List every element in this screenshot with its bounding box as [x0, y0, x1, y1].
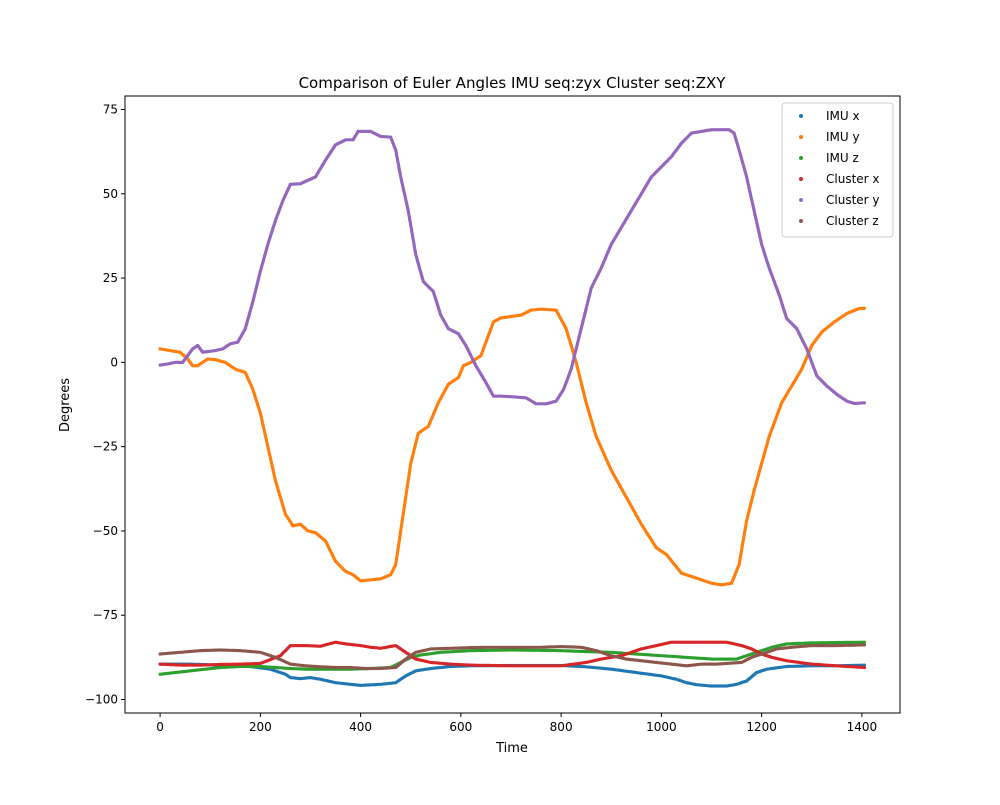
y-tick-label: −75: [93, 608, 118, 622]
x-tick-label: 1400: [847, 720, 878, 734]
legend: IMU x IMU y IMU z Cluster x Cluster y Cluster…: [781, 102, 894, 238]
axes-frame: [124, 95, 901, 714]
x-tick-label: 1000: [646, 720, 677, 734]
x-tick-label: 200: [249, 720, 272, 734]
data-point: [862, 306, 867, 311]
x-tick-label: 1200: [746, 720, 777, 734]
legend-marker: [799, 219, 803, 223]
legend-label: IMU y: [826, 130, 860, 144]
y-tick-label: −25: [93, 440, 118, 454]
series-cluster-z: [158, 643, 867, 671]
legend-marker: [799, 156, 803, 160]
y-tick-label: 75: [103, 102, 118, 116]
data-point: [862, 663, 867, 667]
y-tick-label: −100: [85, 693, 118, 707]
x-tick-label: 0: [156, 720, 164, 734]
x-tick-label: 400: [349, 720, 372, 734]
x-tick-label: 800: [550, 720, 573, 734]
series-imu-y: [158, 306, 867, 587]
y-axis: −100 −75 −50 −25 0 25 50 75: [85, 102, 125, 707]
series-cluster-y: [158, 128, 867, 406]
legend-label: Cluster y: [826, 193, 880, 207]
x-tick-label: 600: [449, 720, 472, 734]
legend-marker: [799, 177, 803, 181]
series-cluster-x: [158, 640, 867, 670]
legend-marker: [799, 198, 803, 202]
legend-box: [781, 102, 894, 238]
legend-marker: [799, 114, 803, 118]
data-point: [862, 401, 867, 405]
data-point: [862, 640, 867, 644]
legend-label: IMU z: [826, 151, 859, 165]
legend-label: Cluster x: [826, 172, 880, 186]
y-tick-label: 25: [103, 271, 118, 285]
data-point: [862, 643, 867, 647]
legend-label: IMU x: [826, 109, 860, 123]
legend-marker: [799, 135, 803, 139]
data-point: [862, 665, 867, 670]
y-tick-label: 0: [110, 355, 118, 369]
legend-label: Cluster z: [826, 214, 879, 228]
y-axis-label: Degrees: [58, 378, 73, 432]
y-tick-label: 50: [103, 187, 118, 201]
chart-title: Comparison of Euler Angles IMU seq:zyx C…: [299, 74, 727, 92]
plot-points: [158, 128, 867, 688]
x-axis-label: Time: [495, 741, 528, 756]
y-tick-label: −50: [93, 524, 118, 538]
x-axis: 0 200 400 600 800 1000 1200 1400: [156, 713, 877, 734]
